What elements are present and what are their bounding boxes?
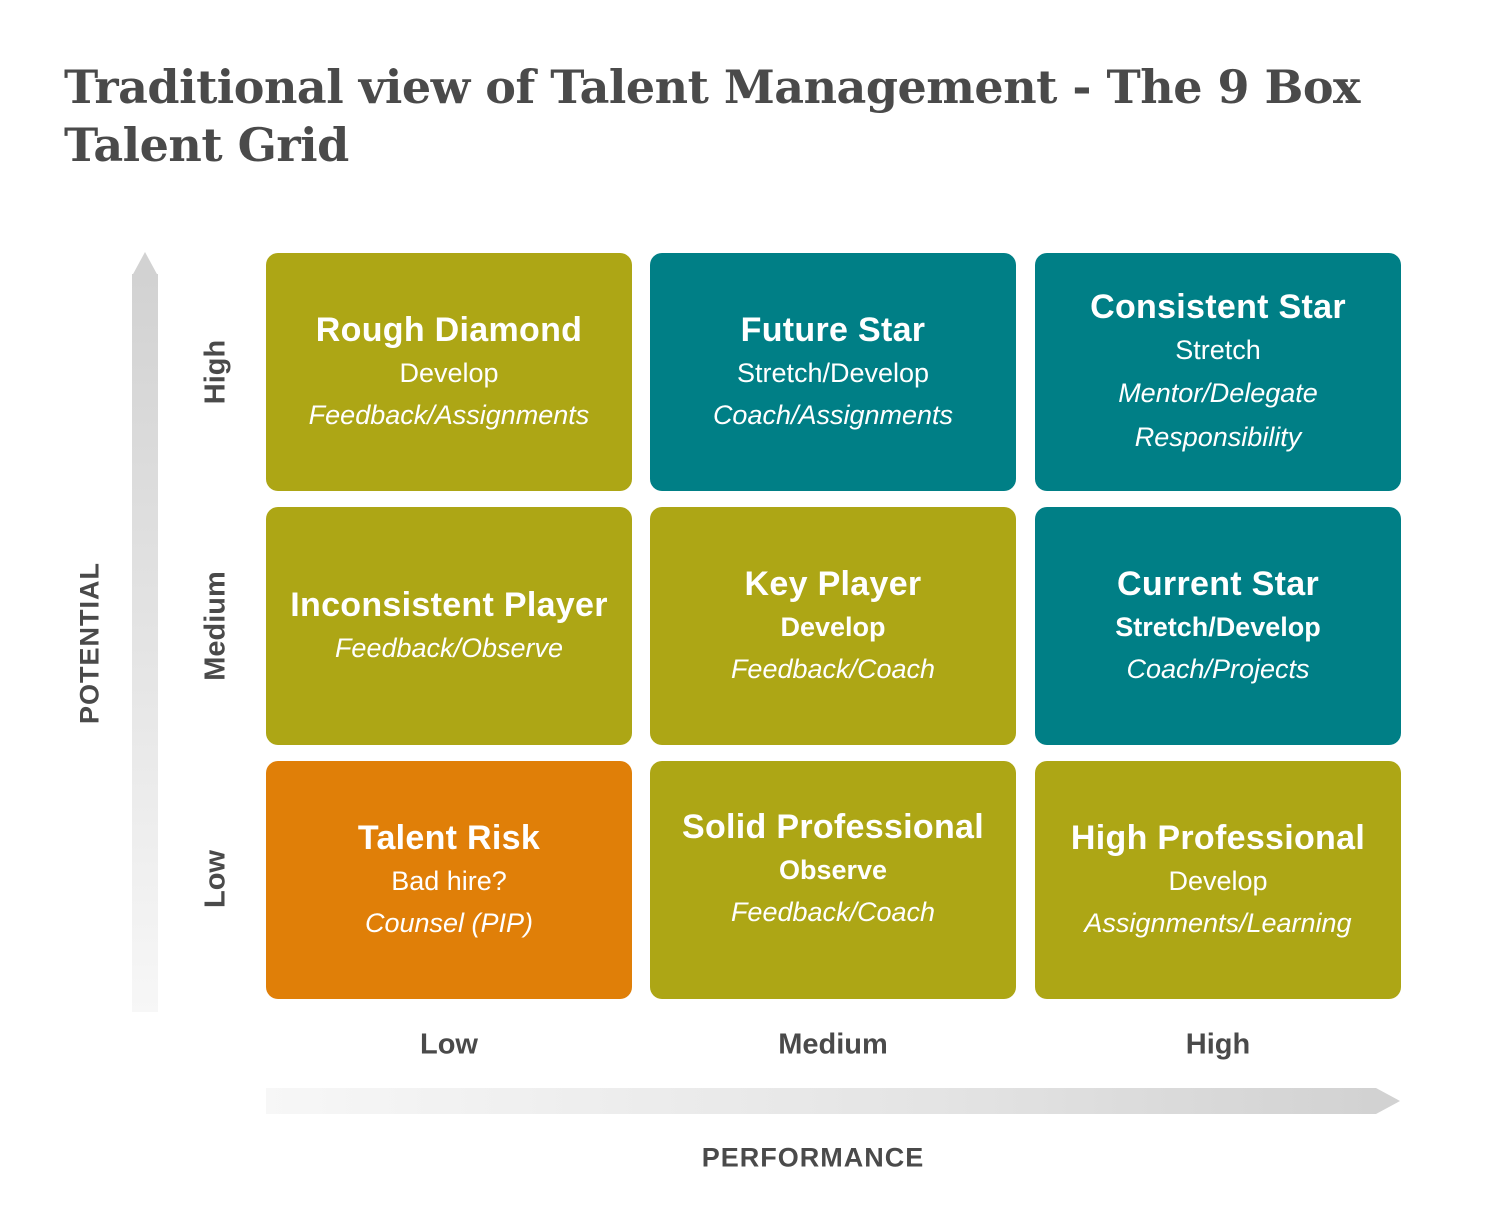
box-action: Stretch/Develop: [736, 358, 930, 388]
grid-box-solid-professional: Solid Professional Observe Feedback/Coac…: [650, 761, 1016, 999]
box-name: Future Star: [740, 311, 926, 349]
grid-box-rough-diamond: Rough Diamond Develop Feedback/Assignmen…: [266, 253, 632, 491]
box-detail: Assignments/Learning: [1084, 908, 1352, 938]
box-action: Develop: [780, 612, 886, 642]
box-name: Talent Risk: [357, 819, 541, 857]
column-label-medium: Medium: [778, 1028, 888, 1061]
box-action: Stretch: [1175, 335, 1261, 365]
box-detail: Responsibility: [1134, 422, 1302, 452]
grid-box-key-player: Key Player Develop Feedback/Coach: [650, 507, 1016, 745]
box-detail: Feedback/Observe: [334, 633, 564, 663]
grid-box-talent-risk: Talent Risk Bad hire? Counsel (PIP): [266, 761, 632, 999]
box-name: Solid Professional: [681, 808, 985, 846]
arrow-up-icon: [132, 252, 158, 276]
box-detail: Counsel (PIP): [364, 908, 534, 938]
potential-axis-arrow: [132, 252, 158, 1012]
grid-box-consistent-star: Consistent Star Stretch Mentor/Delegate …: [1035, 253, 1401, 491]
box-name: Current Star: [1117, 565, 1319, 603]
box-detail: Coach/Projects: [1126, 654, 1310, 684]
box-detail: Feedback/Coach: [730, 897, 936, 927]
grid-box-high-professional: High Professional Develop Assignments/Le…: [1035, 761, 1401, 999]
performance-axis-arrow: [266, 1088, 1400, 1114]
row-label-medium: Medium: [199, 571, 232, 681]
box-name: High Professional: [1070, 819, 1366, 857]
column-label-low: Low: [420, 1028, 478, 1061]
arrow-right-icon: [1376, 1088, 1400, 1114]
box-name: Consistent Star: [1090, 288, 1346, 326]
grid-box-inconsistent-player: Inconsistent Player Feedback/Observe: [266, 507, 632, 745]
page-title: Traditional view of Talent Management - …: [64, 60, 1360, 172]
row-label-low: Low: [199, 850, 232, 908]
box-action: Observe: [778, 855, 888, 885]
box-detail: Coach/Assignments: [712, 400, 954, 430]
box-name: Inconsistent Player: [290, 586, 608, 624]
box-detail: Mentor/Delegate: [1118, 378, 1318, 408]
performance-axis-title: PERFORMANCE: [701, 1142, 925, 1173]
grid-box-current-star: Current Star Stretch/Develop Coach/Proje…: [1035, 507, 1401, 745]
grid-box-future-star: Future Star Stretch/Develop Coach/Assign…: [650, 253, 1016, 491]
box-name: Rough Diamond: [315, 311, 583, 349]
box-detail: Feedback/Coach: [730, 654, 936, 684]
row-label-high: High: [199, 339, 232, 405]
box-detail: Feedback/Assignments: [308, 400, 590, 430]
box-name: Key Player: [744, 565, 922, 603]
box-action: Develop: [399, 358, 499, 388]
box-action: Stretch/Develop: [1115, 612, 1321, 642]
box-action: Bad hire?: [391, 866, 507, 896]
column-label-high: High: [1185, 1028, 1251, 1061]
box-action: Develop: [1168, 866, 1268, 896]
potential-axis-title: POTENTIAL: [74, 562, 105, 724]
